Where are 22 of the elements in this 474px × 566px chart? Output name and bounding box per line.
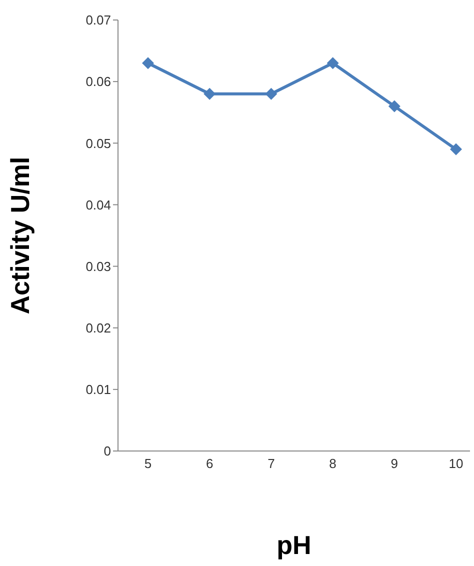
y-tick-label: 0.05 [86,136,111,151]
point [142,57,154,70]
y-tick-label: 0.06 [86,74,111,90]
x-tick-label: 6 [206,456,214,472]
x-tick-label: 7 [268,456,275,472]
point [265,88,278,100]
point [204,88,216,100]
y-tick-label: 0.07 [86,12,111,28]
y-tick-label: 0.02 [86,320,111,336]
point [388,100,400,112]
point [450,143,462,156]
y-tick-label: 0.03 [86,258,111,274]
x-tick-label: 5 [144,456,152,472]
x-tick-label: 9 [390,456,398,472]
x-axis-title: pH [276,530,312,560]
y-tick-label: 0 [104,444,111,459]
y-tick-label: 0.01 [86,382,111,398]
x-tick-label: 10 [448,456,464,472]
x-tick-label: 8 [329,456,336,472]
y-tick-label: 0.04 [86,197,111,212]
point [326,57,339,70]
y-axis-title: Activity U/ml [5,156,36,314]
